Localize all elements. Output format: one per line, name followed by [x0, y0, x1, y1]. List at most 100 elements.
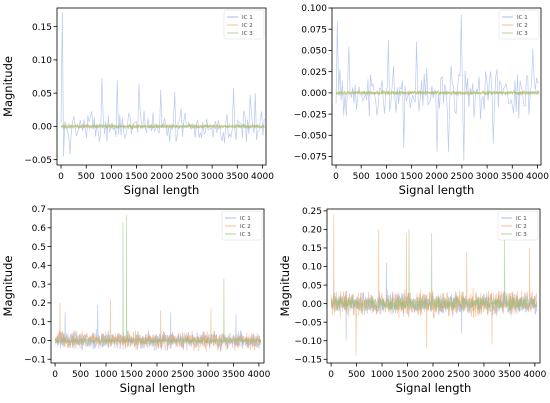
y-tick-label: 0.6	[32, 224, 47, 234]
legend-entry: IC 1	[242, 15, 253, 21]
y-tick-label: 0.25	[302, 207, 322, 217]
y-tick-label: 0.10	[302, 263, 322, 273]
legend-entry: IC 1	[240, 216, 251, 222]
y-tick-label: 0.20	[302, 226, 322, 236]
x-tick-label: 2000	[425, 172, 448, 182]
y-tick-label: −0.10	[294, 337, 322, 347]
y-tick-label: 0.05	[302, 281, 322, 291]
x-tick-label: 1000	[371, 370, 394, 380]
x-tick-label: 1000	[100, 172, 123, 182]
x-tick-label: 3500	[498, 370, 521, 380]
y-tick-label: 0.10	[32, 56, 52, 66]
y-tick-label: 0.0	[32, 337, 47, 347]
x-tick-label: 1500	[125, 172, 148, 182]
series-line-ic-3	[54, 214, 262, 345]
x-tick-label: 1500	[396, 370, 419, 380]
x-tick-label: 0	[328, 370, 334, 380]
y-axis-label: Magnitude	[278, 256, 292, 317]
x-tick-label: 0	[333, 172, 339, 182]
legend: IC 1 IC 2 IC 3	[223, 9, 265, 40]
y-tick-label: 0.5	[32, 243, 46, 253]
y-tick-label: 0.3	[32, 280, 46, 290]
y-tick-label: 0.7	[32, 205, 46, 215]
series-line-ic-2	[54, 299, 262, 352]
x-tick-label: 1000	[375, 172, 398, 182]
x-tick-label: 4000	[251, 172, 274, 182]
legend-entry: IC 2	[240, 224, 251, 230]
x-tick-label: 1500	[400, 172, 423, 182]
series-line-ic-2	[330, 214, 538, 356]
legend-entry: IC 3	[517, 31, 528, 37]
x-tick-label: 0	[58, 172, 64, 182]
x-tick-label: 2500	[175, 172, 198, 182]
x-tick-label: 3500	[501, 172, 524, 182]
y-tick-label: 0.075	[301, 25, 327, 35]
legend-entry: IC 2	[516, 224, 527, 230]
y-tick-label: −0.05	[294, 318, 322, 328]
y-tick-label: 0.15	[32, 23, 52, 33]
legend: IC 1 IC 2 IC 3	[498, 9, 540, 40]
x-tick-label: 0	[52, 370, 58, 380]
legend-entry: IC 2	[517, 23, 528, 29]
y-tick-label: −0.025	[294, 110, 327, 120]
series-line-ic-1	[335, 14, 540, 161]
subplot-2: 0 500 1000 1500 2000 2500 3000 3500 4000 −0.075 −0…	[294, 4, 550, 197]
legend-entry: IC 2	[242, 23, 253, 29]
x-tick-label: 3500	[222, 370, 245, 380]
x-tick-label: 2500	[447, 370, 470, 380]
series-line-ic-3	[60, 123, 265, 130]
y-tick-label: −0.075	[294, 153, 327, 163]
y-tick-label: −0.15	[294, 355, 322, 365]
series-line-ic-3	[330, 229, 538, 313]
y-tick-label: 0.15	[302, 244, 322, 254]
x-axis-label: Signal length	[396, 381, 472, 395]
x-tick-label: 3000	[196, 370, 219, 380]
legend: IC 1 IC 2 IC 3	[497, 210, 539, 241]
legend-entry: IC 1	[517, 15, 528, 21]
x-tick-label: 2000	[422, 370, 445, 380]
x-tick-label: 3000	[472, 370, 495, 380]
series-line-ic-3	[335, 88, 540, 97]
x-tick-label: 4000	[247, 370, 270, 380]
x-tick-label: 2500	[171, 370, 194, 380]
legend-entry: IC 3	[516, 232, 527, 238]
x-tick-label: 2500	[450, 172, 473, 182]
subplot-1: 0 500 1000 1500 2000 2500 3000 3500 4000 −0.05 0.0…	[1, 7, 274, 197]
y-tick-label: 0.050	[301, 47, 327, 57]
x-tick-label: 1000	[95, 370, 118, 380]
x-tick-label: 4000	[526, 172, 549, 182]
y-tick-label: 0.00	[32, 123, 52, 133]
x-tick-label: 500	[78, 172, 95, 182]
y-tick-label: 0.05	[32, 89, 52, 99]
x-axis-label: Signal length	[120, 381, 196, 395]
y-tick-label: 0.025	[301, 68, 327, 78]
x-tick-label: 3000	[476, 172, 499, 182]
x-tick-label: 2000	[150, 172, 173, 182]
y-tick-label: 0.00	[302, 300, 322, 310]
legend: IC 1 IC 2 IC 3	[221, 210, 263, 241]
x-tick-label: 500	[72, 370, 89, 380]
x-tick-label: 500	[348, 370, 365, 380]
legend-entry: IC 3	[240, 232, 251, 238]
y-tick-label: −0.050	[294, 131, 328, 141]
x-axis-label: Signal length	[399, 183, 475, 197]
subplot-3: 0 500 1000 1500 2000 2500 3000 3500 4000 −0.1 0.0 0…	[1, 205, 271, 395]
y-tick-label: −0.05	[24, 156, 52, 166]
x-tick-label: 3000	[201, 172, 224, 182]
x-tick-label: 1500	[120, 370, 143, 380]
y-axis-label: Magnitude	[1, 56, 15, 117]
x-axis-label: Signal length	[124, 183, 200, 197]
y-tick-label: 0.000	[301, 89, 327, 99]
y-tick-label: 0.1	[32, 318, 46, 328]
y-tick-label: 0.4	[32, 262, 47, 272]
legend-entry: IC 1	[516, 216, 527, 222]
plot-frame	[50, 208, 265, 364]
subplot-4: 0 500 1000 1500 2000 2500 3000 3500 4000 −0.15 −0.…	[278, 207, 547, 395]
x-tick-label: 500	[353, 172, 370, 182]
y-axis-label: Magnitude	[1, 256, 15, 317]
legend-entry: IC 3	[242, 31, 253, 37]
x-tick-label: 3500	[226, 172, 249, 182]
y-tick-label: −0.1	[24, 355, 46, 365]
x-tick-label: 4000	[523, 370, 546, 380]
